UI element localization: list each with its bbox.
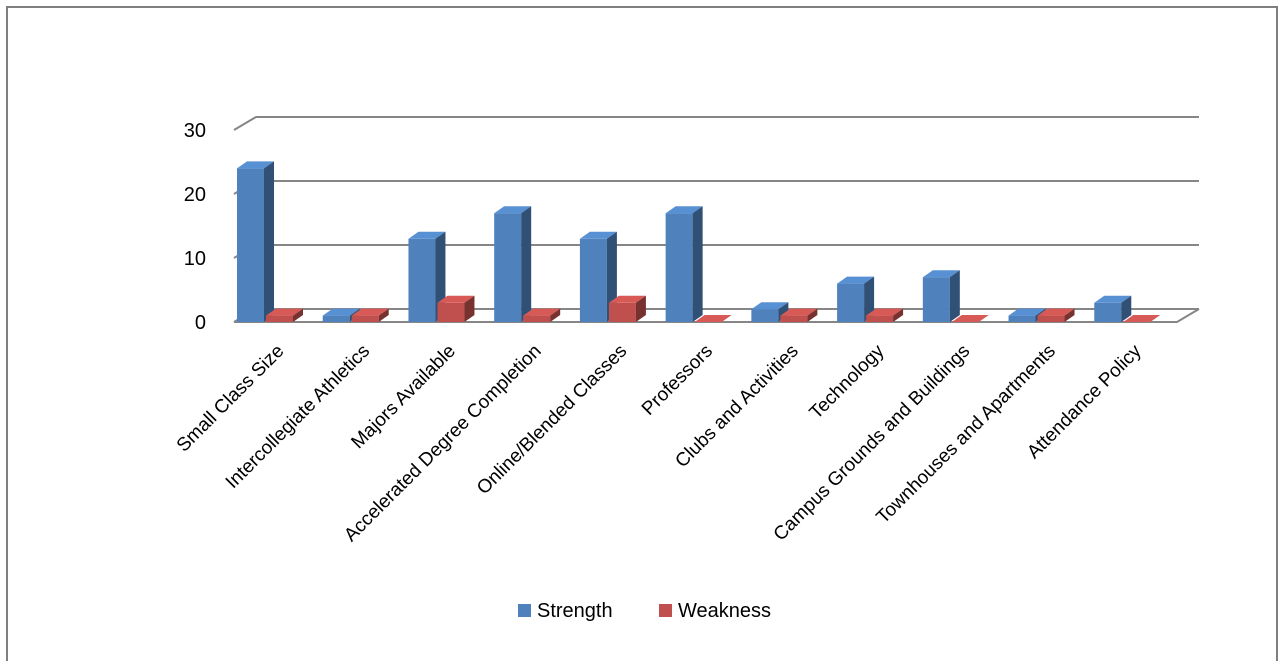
- legend-label: Strength: [537, 600, 613, 622]
- gridline: [234, 245, 1199, 258]
- x-category-label: Intercollegiate Athletics: [222, 341, 374, 493]
- y-tick-label: 20: [184, 184, 206, 206]
- x-category-label: Professors: [638, 341, 717, 420]
- legend-entry-strength: Strength: [518, 600, 613, 622]
- bar-strength: [494, 206, 531, 322]
- y-tick-label: 0: [195, 312, 206, 334]
- bar-strength: [237, 161, 274, 322]
- x-category-label: Townhouses and Apartments: [873, 341, 1060, 528]
- grid: [234, 117, 1199, 322]
- bar-weakness: [609, 296, 646, 322]
- y-tick-label: 30: [184, 120, 206, 142]
- bar-strength: [1094, 296, 1131, 322]
- bar-strength: [923, 270, 960, 322]
- bar-strength: [666, 206, 703, 322]
- x-category-label: Technology: [806, 340, 889, 423]
- y-tick-label: 10: [184, 248, 206, 270]
- bar-weakness: [437, 296, 474, 322]
- x-category-label: Online/Blended Classes: [473, 341, 631, 499]
- legend-entry-weakness: Weakness: [659, 600, 771, 622]
- y-axis: 0 10 20 30: [184, 120, 206, 334]
- legend-swatch: [659, 604, 672, 617]
- bars: [237, 161, 1160, 322]
- legend: Strength Weakness: [518, 600, 771, 622]
- legend-label: Weakness: [678, 600, 771, 622]
- legend-swatch: [518, 604, 531, 617]
- gridline: [234, 117, 1199, 130]
- gridline: [234, 181, 1199, 194]
